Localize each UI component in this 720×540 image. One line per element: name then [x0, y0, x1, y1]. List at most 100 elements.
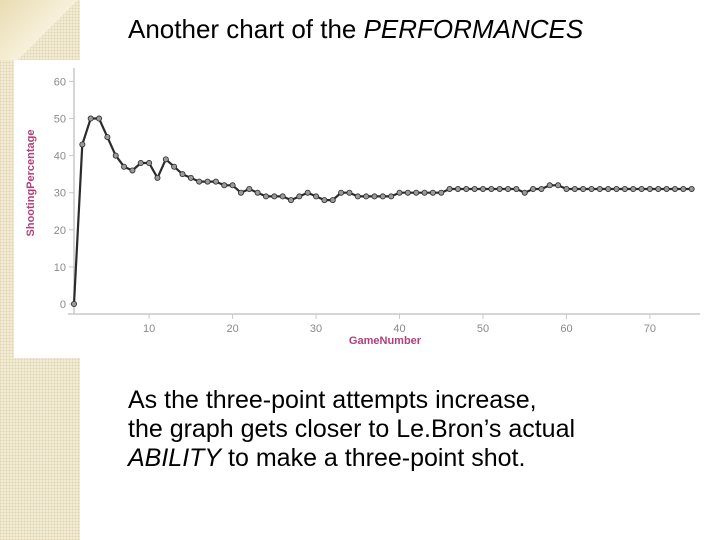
data-point: [479, 186, 486, 193]
data-point: [196, 178, 203, 185]
data-point: [212, 178, 219, 185]
data-point: [329, 197, 336, 204]
data-point: [104, 134, 111, 141]
data-point: [463, 186, 470, 193]
data-point: [146, 160, 153, 167]
data-point: [571, 186, 578, 193]
data-point: [404, 189, 411, 196]
slide-body-text: As the three-point attempts increase, th…: [128, 386, 708, 473]
y-tick-label: 60: [54, 76, 66, 88]
data-point: [71, 300, 78, 307]
body-line-1: As the three-point attempts increase,: [128, 386, 537, 414]
data-point: [304, 189, 311, 196]
data-point: [187, 174, 194, 181]
y-tick-label: 0: [60, 299, 66, 311]
data-point: [137, 160, 144, 167]
x-axis-title: GameNumber: [349, 335, 422, 347]
data-point: [121, 163, 128, 170]
chart-panel: 0 10 20 30 40 50 60 10 20 30 40 50 60 70 GameNumber Sho…: [14, 60, 706, 358]
data-point: [413, 189, 420, 196]
data-point: [563, 186, 570, 193]
data-point: [288, 197, 295, 204]
data-point: [438, 189, 445, 196]
data-point: [588, 186, 595, 193]
data-point: [221, 182, 228, 189]
data-point: [237, 189, 244, 196]
data-point: [471, 186, 478, 193]
slide-title: Another chart of the PERFORMANCES: [128, 14, 583, 45]
body-line-3-emphasis: ABILITY: [128, 444, 222, 472]
data-point: [254, 189, 261, 196]
x-tick-label: 70: [644, 323, 656, 335]
data-point: [313, 193, 320, 200]
data-point: [454, 186, 461, 193]
data-point: [596, 186, 603, 193]
data-point: [338, 189, 345, 196]
data-point: [580, 186, 587, 193]
data-point: [112, 152, 119, 159]
x-tick-label: 10: [143, 323, 155, 335]
data-point: [379, 193, 386, 200]
data-point: [429, 189, 436, 196]
data-point: [296, 193, 303, 200]
data-point: [546, 182, 553, 189]
data-point: [530, 186, 537, 193]
y-tick-label: 30: [54, 188, 66, 200]
data-point: [162, 156, 169, 163]
x-tick-label: 50: [477, 323, 489, 335]
y-tick-label: 40: [54, 151, 66, 163]
slide-title-emphasis: PERFORMANCES: [363, 14, 584, 44]
data-point: [613, 186, 620, 193]
slide-title-prefix: Another chart of the: [128, 14, 364, 44]
body-line-2: the graph gets closer to Le.Bron’s actua…: [128, 415, 576, 443]
data-point: [346, 189, 353, 196]
data-point: [663, 186, 670, 193]
data-point: [671, 186, 678, 193]
data-point: [521, 189, 528, 196]
data-point: [79, 141, 86, 148]
data-point: [421, 189, 428, 196]
data-point: [179, 171, 186, 178]
series-line: [72, 117, 692, 305]
data-point: [688, 186, 695, 193]
data-point: [446, 186, 453, 193]
data-point: [605, 186, 612, 193]
data-point: [680, 186, 687, 193]
data-point: [488, 186, 495, 193]
data-point: [129, 167, 136, 174]
data-point: [96, 115, 103, 122]
data-point: [621, 186, 628, 193]
data-point: [321, 197, 328, 204]
data-point: [388, 193, 395, 200]
data-point: [630, 186, 637, 193]
data-point: [646, 186, 653, 193]
data-point: [229, 182, 236, 189]
y-tick-label: 50: [54, 114, 66, 126]
data-point: [638, 186, 645, 193]
y-axis-title: ShootingPercentage: [25, 130, 37, 237]
data-point: [363, 193, 370, 200]
shooting-percentage-line-chart: 0 10 20 30 40 50 60 10 20 30 40 50 60 70 GameNumber Sho…: [25, 68, 700, 347]
body-line-3-rest: to make a three-point shot.: [221, 444, 526, 472]
data-point: [513, 186, 520, 193]
data-point: [655, 186, 662, 193]
data-point: [396, 189, 403, 196]
x-tick-label: 30: [310, 323, 322, 335]
data-point: [371, 193, 378, 200]
data-point: [279, 193, 286, 200]
data-point: [87, 115, 94, 122]
data-point: [171, 163, 178, 170]
data-point: [262, 193, 269, 200]
x-tick-label: 20: [226, 323, 238, 335]
data-point: [271, 193, 278, 200]
x-tick-label: 40: [393, 323, 405, 335]
data-point: [246, 186, 253, 193]
x-tick-label: 60: [560, 323, 572, 335]
data-point: [204, 178, 211, 185]
data-point: [496, 186, 503, 193]
data-point: [538, 186, 545, 193]
y-tick-label: 10: [54, 262, 66, 274]
data-point: [555, 182, 562, 189]
decorative-page-curl: [0, 0, 80, 60]
y-tick-label: 20: [54, 225, 66, 237]
